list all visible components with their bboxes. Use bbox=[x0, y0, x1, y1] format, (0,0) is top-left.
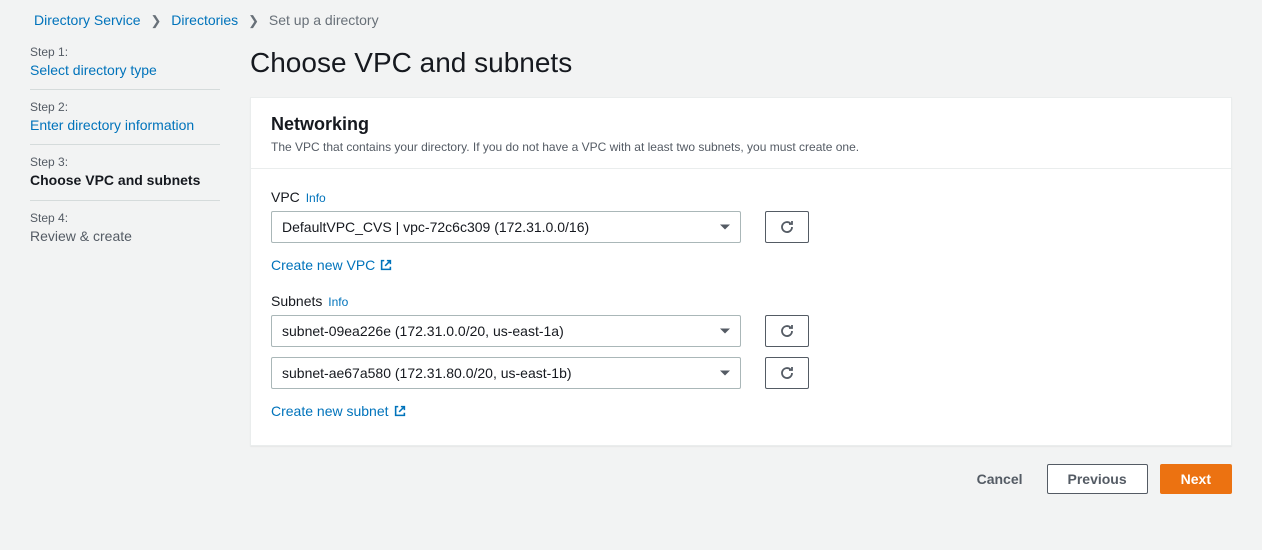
refresh-icon bbox=[779, 365, 795, 381]
step-3: Step 3: Choose VPC and subnets bbox=[30, 145, 220, 200]
subnets-field: Subnets Info subnet-09ea226e (172.31.0.0… bbox=[271, 293, 1211, 419]
wizard-footer: Cancel Previous Next bbox=[250, 446, 1232, 512]
wizard-steps: Step 1: Select directory type Step 2: En… bbox=[30, 45, 220, 512]
next-button[interactable]: Next bbox=[1160, 464, 1232, 494]
vpc-select[interactable]: DefaultVPC_CVS | vpc-72c6c309 (172.31.0.… bbox=[271, 211, 741, 243]
step-4: Step 4: Review & create bbox=[30, 201, 220, 255]
subnet-2-select[interactable]: subnet-ae67a580 (172.31.80.0/20, us-east… bbox=[271, 357, 741, 389]
chevron-right-icon: ❯ bbox=[150, 13, 161, 28]
subnet-1-selected-value: subnet-09ea226e (172.31.0.0/20, us-east-… bbox=[282, 323, 564, 339]
step-num: Step 2: bbox=[30, 100, 220, 114]
panel-description: The VPC that contains your directory. If… bbox=[271, 139, 1211, 156]
external-link-icon bbox=[393, 404, 407, 418]
step-label: Choose VPC and subnets bbox=[30, 171, 220, 189]
step-num: Step 1: bbox=[30, 45, 220, 59]
caret-down-icon bbox=[720, 224, 730, 229]
breadcrumb: Directory Service ❯ Directories ❯ Set up… bbox=[30, 0, 1232, 45]
vpc-field: VPC Info DefaultVPC_CVS | vpc-72c6c309 (… bbox=[271, 189, 1211, 273]
page-title: Choose VPC and subnets bbox=[250, 45, 1232, 79]
vpc-label: VPC bbox=[271, 189, 300, 205]
caret-down-icon bbox=[720, 328, 730, 333]
subnets-label: Subnets bbox=[271, 293, 322, 309]
refresh-vpc-button[interactable] bbox=[765, 211, 809, 243]
step-num: Step 3: bbox=[30, 155, 220, 169]
step-label: Review & create bbox=[30, 227, 220, 245]
networking-panel: Networking The VPC that contains your di… bbox=[250, 97, 1232, 446]
breadcrumb-directories[interactable]: Directories bbox=[171, 12, 238, 28]
caret-down-icon bbox=[720, 370, 730, 375]
panel-title: Networking bbox=[271, 114, 1211, 135]
cancel-button[interactable]: Cancel bbox=[965, 465, 1035, 493]
main-content: Choose VPC and subnets Networking The VP… bbox=[250, 45, 1232, 512]
external-link-icon bbox=[379, 258, 393, 272]
subnets-info-link[interactable]: Info bbox=[328, 295, 348, 309]
breadcrumb-directory-service[interactable]: Directory Service bbox=[34, 12, 141, 28]
step-1[interactable]: Step 1: Select directory type bbox=[30, 45, 220, 90]
vpc-selected-value: DefaultVPC_CVS | vpc-72c6c309 (172.31.0.… bbox=[282, 219, 589, 235]
breadcrumb-current: Set up a directory bbox=[269, 12, 379, 28]
previous-button[interactable]: Previous bbox=[1047, 464, 1148, 494]
step-label[interactable]: Enter directory information bbox=[30, 116, 220, 134]
create-subnet-link[interactable]: Create new subnet bbox=[271, 403, 407, 419]
step-label[interactable]: Select directory type bbox=[30, 61, 220, 79]
subnet-2-selected-value: subnet-ae67a580 (172.31.80.0/20, us-east… bbox=[282, 365, 572, 381]
chevron-right-icon: ❯ bbox=[248, 13, 259, 28]
create-vpc-link[interactable]: Create new VPC bbox=[271, 257, 393, 273]
step-num: Step 4: bbox=[30, 211, 220, 225]
subnet-1-select[interactable]: subnet-09ea226e (172.31.0.0/20, us-east-… bbox=[271, 315, 741, 347]
refresh-subnet-2-button[interactable] bbox=[765, 357, 809, 389]
vpc-info-link[interactable]: Info bbox=[306, 191, 326, 205]
refresh-icon bbox=[779, 323, 795, 339]
refresh-subnet-1-button[interactable] bbox=[765, 315, 809, 347]
refresh-icon bbox=[779, 219, 795, 235]
step-2[interactable]: Step 2: Enter directory information bbox=[30, 90, 220, 145]
